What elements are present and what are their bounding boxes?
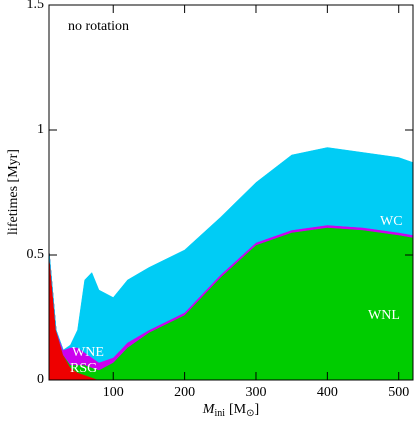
region-label: WNL [368,308,400,323]
x-tick-label: 300 [245,385,266,400]
x-tick-label: 200 [174,385,195,400]
x-axis-label: Mini [M⊙] [202,402,259,419]
x-label-part: M [202,402,216,417]
y-tick-label: 0.5 [27,247,45,262]
x-tick-label: 500 [388,385,409,400]
x-label-part: [M [229,402,247,417]
region-label: WNE [72,345,104,360]
x-tick-label: 400 [317,385,338,400]
x-tick-label: 100 [103,385,124,400]
plot-frame [48,4,414,381]
y-axis-label: lifetimes [Myr] [6,149,21,235]
region-label: WC [380,214,403,229]
y-tick-label: 1.5 [27,0,45,12]
y-tick-label: 0 [37,372,44,387]
annotation: no rotation [68,19,129,34]
areas [48,147,414,381]
y-tick-label: 1 [37,122,44,137]
x-label-part: ⊙ [246,408,254,419]
x-label-part: ] [255,402,260,417]
region-label: RSG [70,361,97,376]
x-label-part: ini [214,408,225,419]
